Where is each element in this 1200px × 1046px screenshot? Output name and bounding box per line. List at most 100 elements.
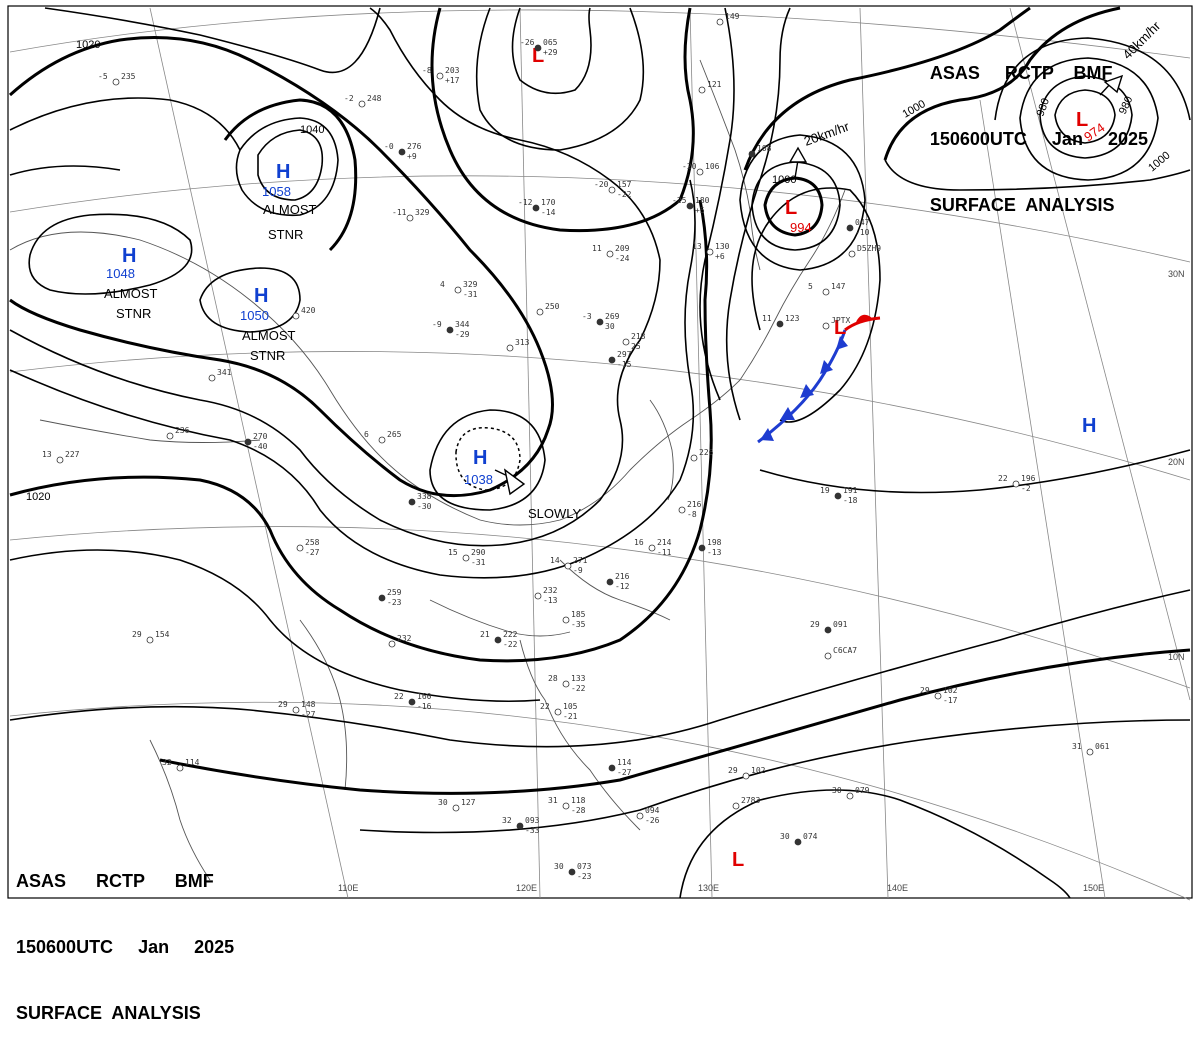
station-pressure: 236: [175, 426, 190, 435]
station-circle: [934, 692, 942, 700]
station-pressure: 094: [645, 806, 660, 815]
station-temp: 22: [540, 702, 550, 711]
station-circle: [822, 322, 830, 330]
high-symbol: H: [276, 161, 290, 183]
station-plot: -2 248: [344, 94, 382, 108]
station-circle: [462, 554, 470, 562]
station-tendency: -30: [417, 502, 432, 511]
station-temp: 29: [728, 766, 738, 775]
station-pressure: 091: [833, 620, 848, 629]
station-circle: [822, 288, 830, 296]
station-circle: [398, 148, 406, 156]
station-circle: [622, 338, 630, 346]
map-frame: [7, 5, 1193, 899]
station-circle: [146, 636, 154, 644]
station-pressure: 270: [253, 432, 268, 441]
station-temp: 29: [132, 630, 142, 639]
low-symbol: L: [1076, 109, 1088, 131]
station-temp: 31: [1072, 742, 1082, 751]
station-temp: 11: [592, 244, 602, 253]
station-pressure: 106: [705, 162, 720, 171]
station-pressure: 2783: [741, 796, 760, 805]
station-pressure: 149: [725, 12, 740, 21]
station-circle: [56, 456, 64, 464]
station-temp: -26: [520, 38, 535, 47]
station-plot: 313: [506, 338, 530, 352]
station-pressure: 073: [577, 862, 592, 871]
station-pressure: 196: [1021, 474, 1036, 483]
station-circle: [506, 344, 514, 352]
station-tendency: -29: [455, 330, 470, 339]
station-plot: 28 133-22: [548, 674, 586, 693]
station-temp: 31: [548, 796, 558, 805]
station-pressure: 093: [525, 816, 540, 825]
station-circle: [648, 544, 656, 552]
station-temp: 11: [762, 314, 772, 323]
station-circle: [562, 616, 570, 624]
lon-label-120e: 120E: [516, 883, 537, 893]
motion-desc: ALMOST: [104, 286, 158, 301]
station-circle: [606, 250, 614, 258]
station-circle: [554, 708, 562, 716]
station-pressure: 102: [943, 686, 958, 695]
station-circle: [446, 326, 454, 334]
station-circle: [1086, 748, 1094, 756]
station-pressure: 222: [503, 630, 518, 639]
station-circle: [776, 320, 784, 328]
station-tendency: -18: [843, 496, 858, 505]
station-circle: [452, 804, 460, 812]
station-circle: [358, 100, 366, 108]
station-pressure: C6CA7: [833, 646, 857, 655]
station-circle: [436, 72, 444, 80]
station-plot: 232-13: [534, 586, 558, 605]
station-circle: [698, 544, 706, 552]
station-circle: [378, 436, 386, 444]
station-tendency: -40: [253, 442, 268, 451]
station-tendency: -10: [855, 228, 870, 237]
station-pressure: JPTX: [831, 316, 850, 325]
station-circle: [534, 44, 542, 52]
station-pressure: D5ZH9: [857, 244, 881, 253]
station-circle: [208, 374, 216, 382]
station-plot: 30 127: [438, 798, 476, 812]
station-pressure: 250: [545, 302, 560, 311]
station-pressure: 147: [831, 282, 846, 291]
low-symbol: L: [834, 317, 846, 339]
station-circle: [846, 224, 854, 232]
station-circle: [848, 250, 856, 258]
station-plot: 338-30: [408, 492, 432, 511]
station-tendency: -15: [617, 360, 632, 369]
station-tendency: +6: [715, 252, 725, 261]
station-tendency: -2: [1021, 484, 1031, 493]
station-pressure: 271: [573, 556, 588, 565]
station-plot: 13 227: [42, 450, 80, 464]
station-tendency: 30: [605, 322, 615, 331]
station-tendency: 25: [631, 342, 641, 351]
station-pressure: 185: [571, 610, 586, 619]
coastlines: [9, 59, 846, 881]
station-temp: 4: [440, 280, 445, 289]
station-tendency: -27: [617, 768, 632, 777]
station-plot: -8 203+17: [422, 66, 460, 85]
station-circle: [516, 822, 524, 830]
station-plot: 32 093-33: [502, 816, 540, 835]
station-tendency: -14: [541, 208, 556, 217]
station-circle: [846, 792, 854, 800]
station-pressure: 329: [463, 280, 478, 289]
motion-desc: STNR: [116, 306, 151, 321]
station-circle: [296, 544, 304, 552]
station-circle: [388, 640, 396, 648]
station-plot: -20 157-22: [594, 180, 632, 199]
station-plot: 4 329-31: [440, 280, 478, 299]
station-plot: 094-26: [636, 806, 660, 825]
station-plot: 5 147: [808, 282, 846, 296]
station-pressure: 114: [617, 758, 632, 767]
station-circle: [698, 86, 706, 94]
lon-label-130e: 130E: [698, 883, 719, 893]
station-circle: [608, 356, 616, 364]
station-temp: 30: [554, 862, 564, 871]
station-plot: -9 344-29: [432, 320, 470, 339]
station-circle: [532, 204, 540, 212]
high-value: 1058: [262, 184, 291, 199]
